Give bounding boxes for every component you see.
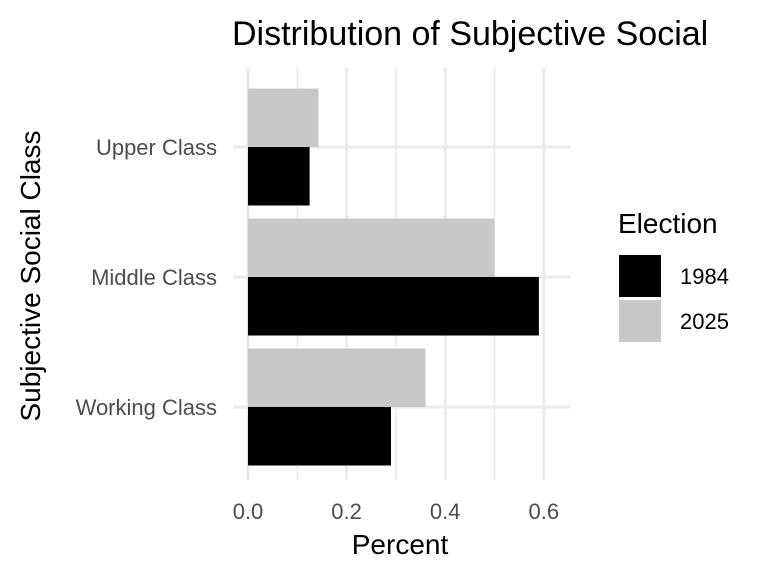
bar-2025-middle-class [248, 218, 495, 277]
x-axis-title: Percent [352, 529, 449, 560]
legend-label-1984: 1984 [680, 264, 729, 289]
bar-1984-upper-class [248, 147, 310, 206]
bar-1984-working-class [248, 407, 391, 466]
chart-title: Distribution of Subjective Social [232, 15, 708, 53]
y-tick-label: Working Class [76, 395, 217, 420]
y-tick-label: Middle Class [91, 265, 217, 290]
legend-key-1984 [619, 255, 661, 297]
y-axis-title: Subjective Social Class [15, 130, 46, 421]
legend: Election 1984 2025 [618, 208, 729, 342]
legend-label-2025: 2025 [680, 309, 729, 334]
y-tick-labels: Upper Class Middle Class Working Class [76, 135, 217, 420]
bar-2025-upper-class [248, 88, 319, 147]
x-tick-label: 0.4 [430, 499, 461, 524]
bars [248, 88, 539, 466]
y-tick-label: Upper Class [96, 135, 217, 160]
bar-2025-working-class [248, 348, 426, 407]
x-tick-label: 0.0 [233, 499, 264, 524]
x-tick-labels: 0.0 0.2 0.4 0.6 [233, 499, 559, 524]
x-tick-label: 0.2 [331, 499, 362, 524]
x-tick-label: 0.6 [529, 499, 560, 524]
legend-title: Election [618, 208, 718, 239]
legend-key-2025 [619, 300, 661, 342]
bar-1984-middle-class [248, 277, 539, 336]
